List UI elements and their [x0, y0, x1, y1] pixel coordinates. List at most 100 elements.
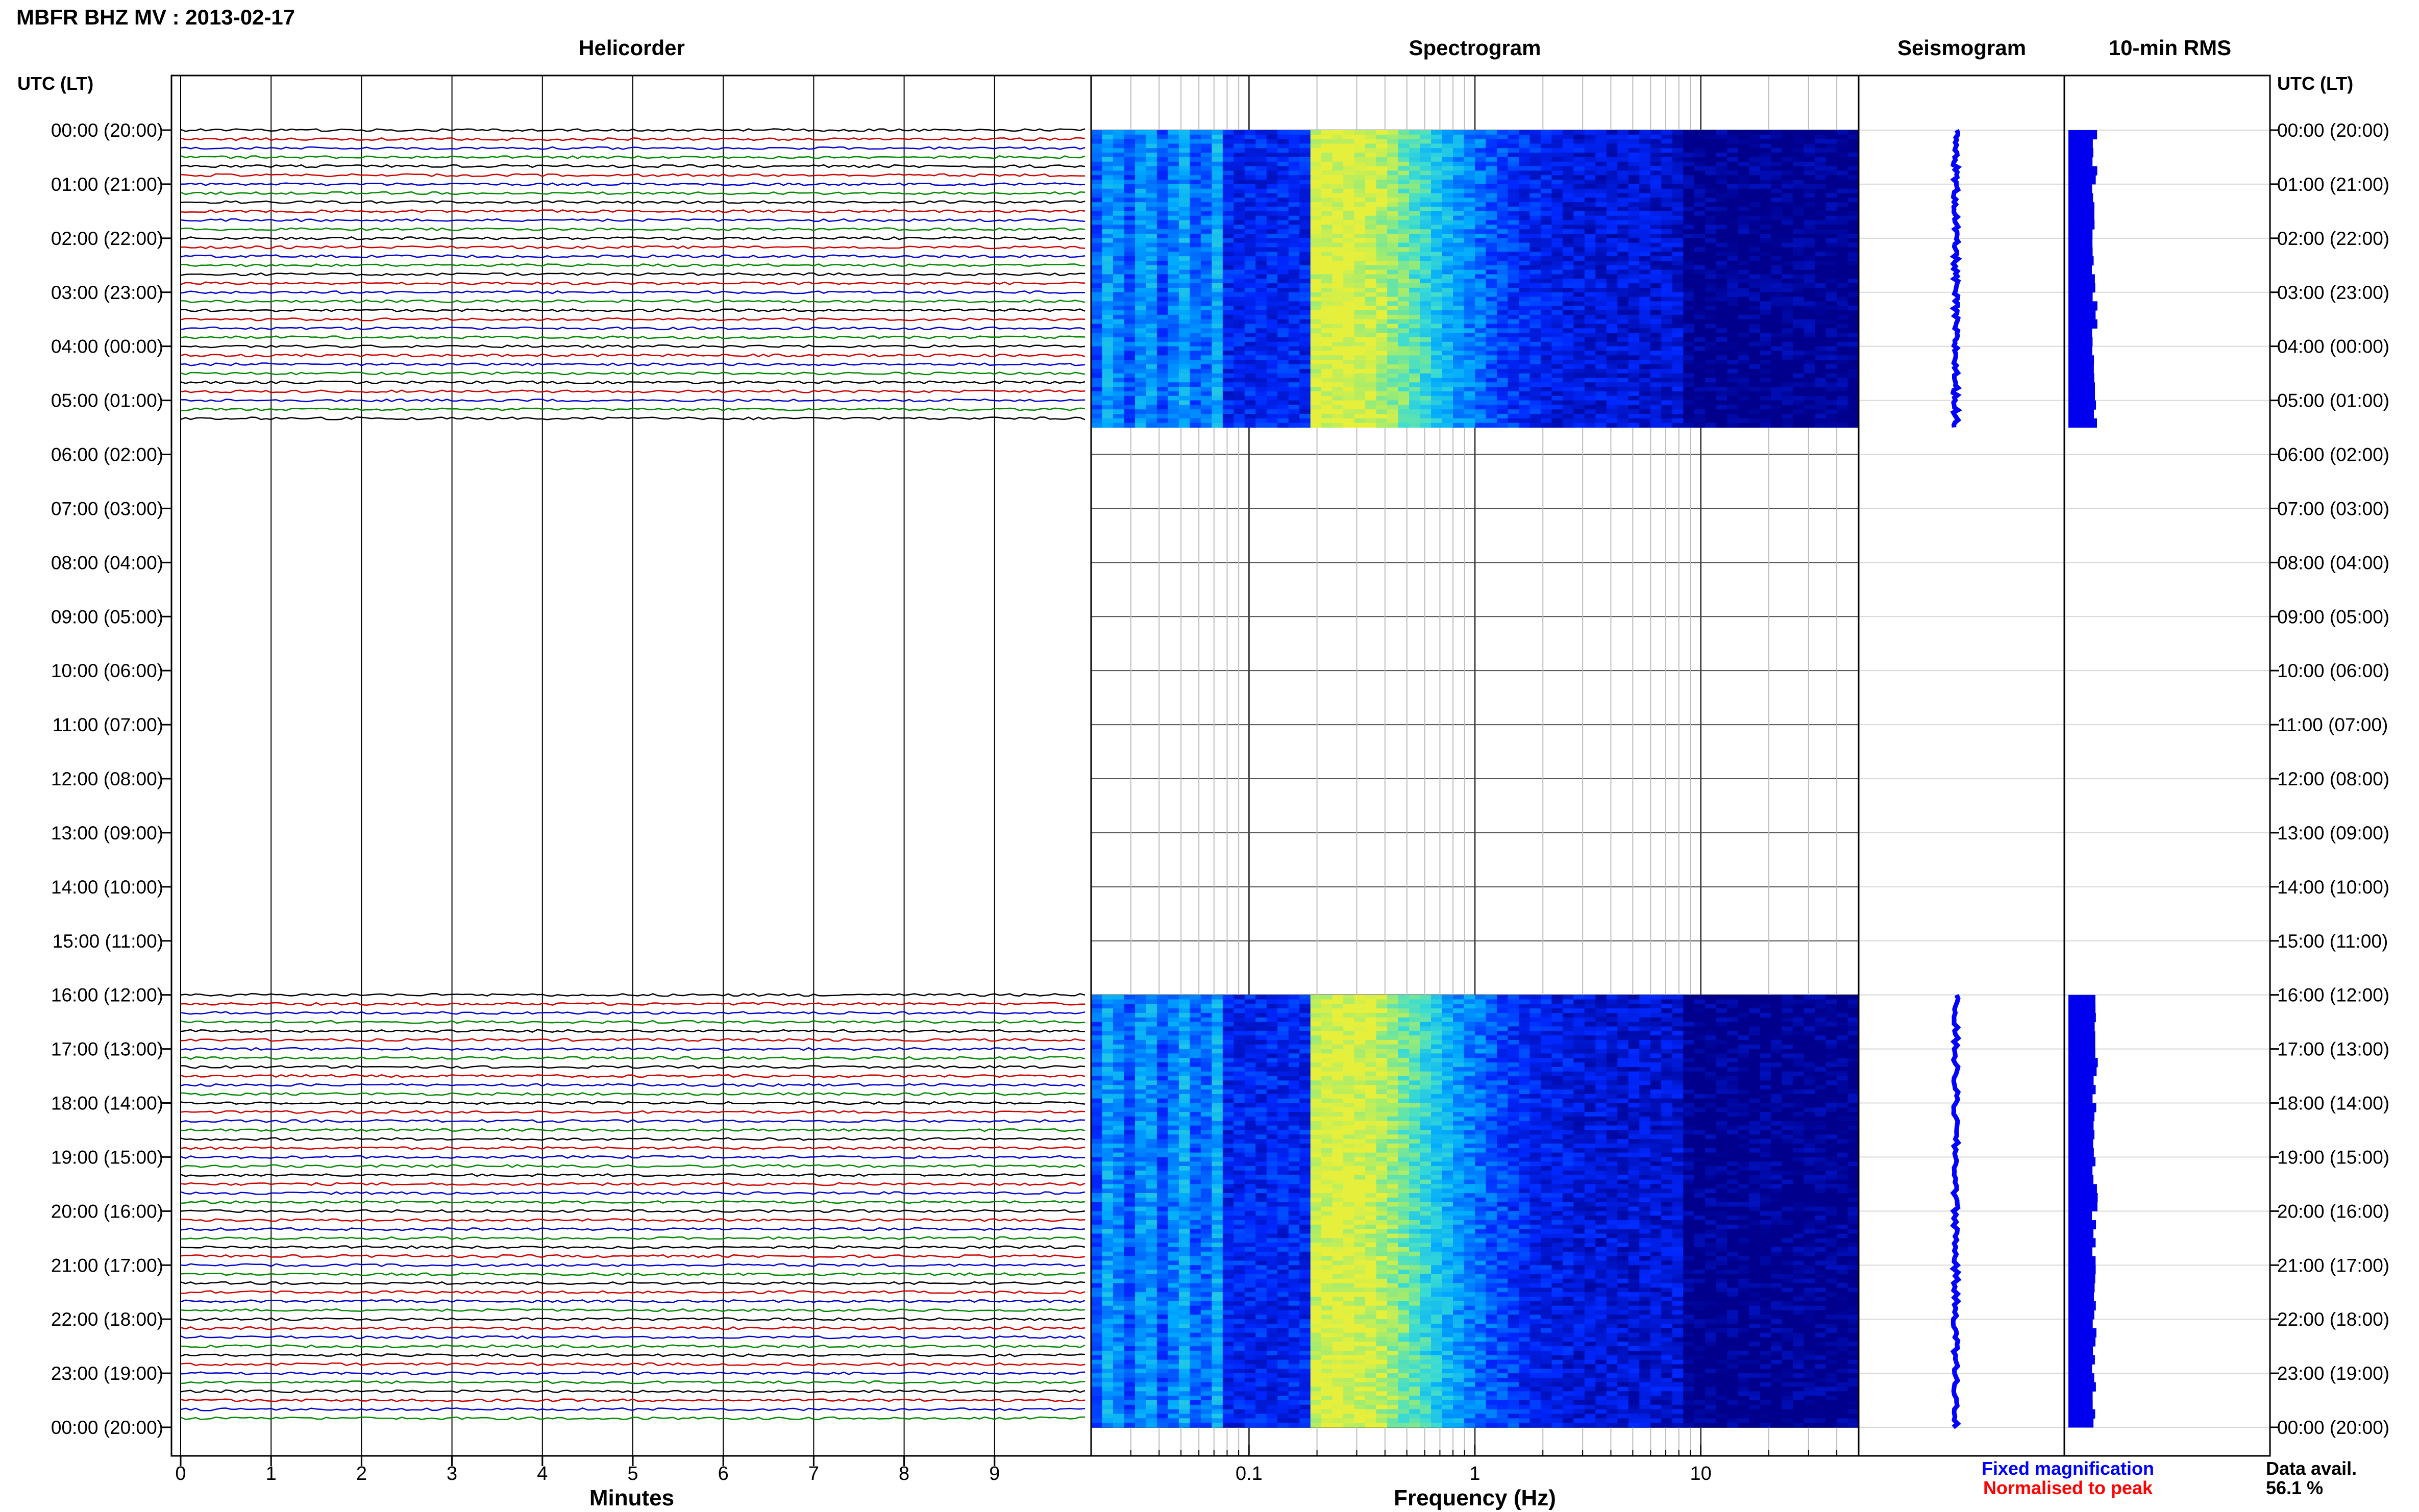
spectrogram-cell: [1091, 252, 1102, 256]
spectrogram-cell: [1179, 401, 1190, 405]
spectrogram-cell: [1398, 418, 1410, 423]
spectrogram-cell: [1508, 225, 1519, 229]
spectrogram-cell: [1749, 391, 1760, 396]
spectrogram-cell: [1464, 315, 1475, 319]
spectrogram-cell: [1354, 270, 1366, 275]
spectrogram-cell: [1551, 279, 1563, 283]
spectrogram-cell: [1343, 346, 1354, 351]
spectrogram-cell: [1376, 166, 1388, 171]
spectrogram-cell: [1607, 364, 1618, 369]
spectrogram-cell: [1628, 306, 1640, 310]
spectrogram-cell: [1233, 202, 1245, 207]
spectrogram-cell: [1212, 401, 1223, 405]
spectrogram-cell: [1321, 414, 1332, 418]
spectrogram-cell: [1277, 369, 1289, 374]
spectrogram-cell: [1233, 197, 1245, 202]
spectrogram-cell: [1837, 995, 1848, 1000]
spectrogram-cell: [1179, 184, 1190, 189]
spectrogram-cell: [1661, 382, 1672, 387]
spectrogram-cell: [1431, 418, 1442, 423]
spectrogram-cell: [1299, 333, 1311, 337]
spectrogram-cell: [1354, 130, 1366, 135]
spectrogram-cell: [1661, 207, 1672, 211]
spectrogram-cell: [1497, 292, 1508, 297]
spectrogram-cell: [1475, 391, 1486, 396]
spectrogram-cell: [1563, 369, 1574, 374]
spectrogram-cell: [1749, 211, 1760, 216]
spectrogram-cell: [1541, 328, 1552, 333]
spectrogram-cell: [1168, 418, 1179, 423]
spectrogram-cell: [1157, 306, 1168, 310]
spectrogram-cell: [1102, 274, 1113, 279]
spectrogram-cell: [1782, 225, 1793, 229]
spectrogram-cell: [1124, 270, 1135, 275]
spectrogram-cell: [1431, 324, 1442, 329]
spectrogram-cell: [1091, 170, 1102, 175]
spectrogram-cell: [1299, 355, 1311, 360]
spectrogram-cell: [1255, 247, 1267, 252]
spectrogram-cell: [1727, 396, 1738, 401]
spectrogram-cell: [1628, 351, 1640, 355]
spectrogram-cell: [1157, 202, 1168, 207]
spectrogram-cell: [1793, 364, 1804, 369]
spectrogram-cell: [1409, 292, 1420, 297]
spectrogram-cell: [1672, 995, 1684, 1000]
spectrogram-cell: [1563, 310, 1574, 315]
spectrogram-cell: [1311, 324, 1322, 329]
spectrogram-cell: [1705, 328, 1716, 333]
spectrogram-cell: [1771, 189, 1782, 193]
spectrogram-cell: [1223, 382, 1234, 387]
spectrogram-cell: [1585, 360, 1596, 364]
spectrogram-cell: [1168, 153, 1179, 157]
spectrogram-cell: [1793, 139, 1804, 144]
spectrogram-cell: [1771, 148, 1782, 153]
spectrogram-cell: [1607, 382, 1618, 387]
spectrogram-cell: [1716, 328, 1727, 333]
spectrogram-cell: [1190, 360, 1201, 364]
spectrogram-cell: [1157, 418, 1168, 423]
spectrogram-cell: [1343, 229, 1354, 234]
spectrogram-cell: [1661, 346, 1672, 351]
spectrogram-cell: [1442, 364, 1453, 369]
spectrogram-cell: [1267, 247, 1278, 252]
spectrogram-cell: [1442, 328, 1453, 333]
spectrogram-cell: [1245, 270, 1256, 275]
spectrogram-cell: [1398, 351, 1410, 355]
spectrogram-cell: [1628, 292, 1640, 297]
spectrogram-cell: [1738, 297, 1749, 302]
spectrogram-cell: [1113, 342, 1124, 346]
spectrogram-cell: [1311, 355, 1322, 360]
spectrogram-cell: [1541, 374, 1552, 378]
spectrogram-cell: [1135, 148, 1146, 153]
spectrogram-cell: [1694, 306, 1706, 310]
spectrogram-cell: [1519, 355, 1530, 360]
spectrogram-cell: [1201, 418, 1212, 423]
spectrogram-cell: [1563, 324, 1574, 329]
spectrogram-cell: [1124, 157, 1135, 162]
spectrogram-cell: [1398, 315, 1410, 319]
spectrogram-cell: [1749, 256, 1760, 261]
spectrogram-cell: [1135, 220, 1146, 225]
spectrogram-cell: [1289, 220, 1300, 225]
spectrogram-cell: [1749, 220, 1760, 225]
spectrogram-cell: [1102, 369, 1113, 374]
spectrogram-cell: [1650, 333, 1662, 337]
spectrogram-cell: [1299, 418, 1311, 423]
spectrogram-cell: [1837, 238, 1848, 243]
spectrogram-cell: [1124, 346, 1135, 351]
spectrogram-cell: [1804, 130, 1815, 135]
spectrogram-cell: [1771, 360, 1782, 364]
spectrogram-cell: [1267, 378, 1278, 382]
spectrogram-cell: [1563, 162, 1574, 166]
spectrogram-cell: [1409, 387, 1420, 391]
spectrogram-cell: [1332, 193, 1344, 198]
spectrogram-cell: [1442, 139, 1453, 144]
spectrogram-cell: [1376, 202, 1388, 207]
spectrogram-cell: [1551, 197, 1563, 202]
spectrogram-cell: [1365, 337, 1376, 342]
spectrogram-cell: [1398, 189, 1410, 193]
spectrogram-cell: [1771, 414, 1782, 418]
spectrogram-cell: [1541, 220, 1552, 225]
spectrogram-cell: [1267, 207, 1278, 211]
spectrogram-cell: [1442, 166, 1453, 171]
